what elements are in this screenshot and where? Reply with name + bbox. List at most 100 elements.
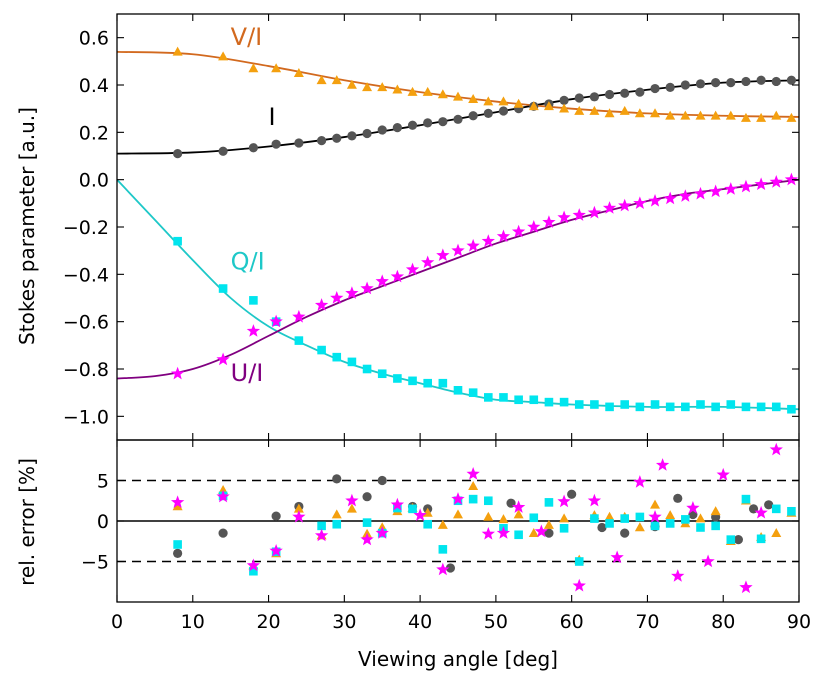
error-point-v-i — [172, 501, 183, 511]
y-tick-label: 5 — [97, 471, 109, 493]
error-point-u-i — [314, 528, 329, 542]
x-tick-label: 70 — [635, 611, 659, 633]
y-tick-label: 0.2 — [79, 122, 109, 144]
error-point-u-i — [572, 578, 586, 592]
x-tick-label: 30 — [332, 611, 356, 633]
y-tick-label: −5 — [81, 552, 109, 574]
error-point-v-i — [528, 527, 539, 537]
error-point-u-i — [511, 500, 526, 513]
point-v-i — [483, 96, 494, 106]
error-point-q-i — [362, 518, 372, 527]
point-i — [741, 76, 751, 87]
point-v-i — [422, 86, 433, 96]
point-v-i — [498, 96, 509, 106]
point-q-i — [484, 393, 493, 402]
error-point-v-i — [422, 507, 433, 517]
error-point-u-i — [671, 569, 685, 582]
point-q-i — [294, 336, 304, 345]
point-i — [362, 128, 372, 139]
point-v-i — [468, 94, 479, 103]
error-point-v-i — [710, 506, 721, 516]
error-point-u-i — [292, 509, 306, 523]
error-point-u-i — [451, 492, 465, 505]
point-v-i — [740, 112, 751, 122]
point-q-i — [514, 395, 523, 405]
point-i — [650, 83, 660, 94]
point-i — [604, 89, 615, 100]
error-point-v-i — [437, 519, 448, 529]
point-v-i — [316, 75, 327, 85]
point-v-i — [604, 108, 615, 118]
point-i — [756, 75, 766, 85]
series-label-u-i: U/I — [231, 359, 264, 387]
point-v-i — [346, 79, 357, 89]
error-point-q-i — [726, 535, 736, 544]
error-point-q-i — [423, 519, 432, 529]
error-point-u-i — [375, 526, 389, 539]
point-v-i — [680, 110, 691, 120]
error-point-v-i — [665, 510, 676, 520]
point-q-i — [347, 357, 357, 367]
error-point-i — [271, 511, 281, 521]
point-v-i — [634, 108, 645, 118]
point-v-i — [786, 112, 797, 122]
error-plot-frame — [116, 439, 800, 603]
point-i — [574, 93, 584, 103]
error-point-q-i — [317, 521, 326, 531]
point-u-i — [587, 205, 602, 219]
point-i — [695, 79, 706, 89]
error-point-u-i — [481, 526, 495, 540]
point-i — [248, 143, 258, 153]
point-q-i — [438, 378, 448, 388]
point-v-i — [695, 110, 706, 120]
point-q-i — [635, 402, 645, 412]
error-point-u-i — [436, 562, 450, 576]
error-axis-ticks: 5 0 −5 — [81, 440, 800, 602]
error-point-q-i — [696, 523, 705, 532]
y-tick-label: −0.8 — [63, 359, 109, 381]
point-q-i — [756, 402, 766, 412]
error-point-v-i — [331, 509, 342, 519]
y-axis-title-stokes: Stokes parameter [a.u.] — [15, 107, 39, 345]
error-point-v-i — [483, 511, 494, 521]
error-point-q-i — [332, 519, 342, 529]
point-q-i — [362, 364, 372, 374]
error-point-q-i — [173, 540, 182, 549]
point-i — [332, 133, 342, 143]
point-v-i — [293, 67, 304, 77]
point-v-i — [559, 103, 570, 113]
error-point-i — [445, 563, 456, 573]
point-u-i — [246, 324, 261, 337]
error-point-u-i — [754, 505, 768, 519]
error-point-q-i — [787, 506, 796, 516]
point-i — [407, 120, 418, 130]
point-u-i — [451, 243, 465, 257]
error-point-q-i — [620, 514, 630, 523]
point-q-i — [393, 374, 402, 383]
error-panel: 5 0 −5 — [81, 439, 800, 603]
error-point-q-i — [249, 566, 258, 576]
error-point-u-i — [390, 497, 405, 511]
point-q-i — [605, 402, 614, 412]
point-q-i — [317, 345, 326, 355]
point-q-i — [544, 397, 554, 407]
point-i — [559, 95, 569, 105]
x-tick-label: 50 — [484, 611, 508, 633]
error-point-u-i — [246, 558, 261, 572]
y-axis-title-error: rel. error [%] — [15, 458, 39, 586]
point-i — [347, 131, 357, 141]
point-q-i — [408, 376, 417, 386]
x-tick-label: 10 — [181, 611, 205, 633]
point-u-i — [421, 255, 435, 269]
error-point-i — [620, 528, 630, 538]
error-point-q-i — [711, 521, 720, 531]
point-u-i — [542, 215, 556, 228]
point-v-i — [771, 110, 782, 120]
error-point-u-i — [716, 467, 730, 481]
point-u-i — [602, 201, 617, 214]
error-point-i — [544, 528, 554, 538]
point-v-i — [437, 89, 448, 99]
point-q-i — [711, 402, 720, 412]
error-point-u-i — [686, 501, 700, 514]
